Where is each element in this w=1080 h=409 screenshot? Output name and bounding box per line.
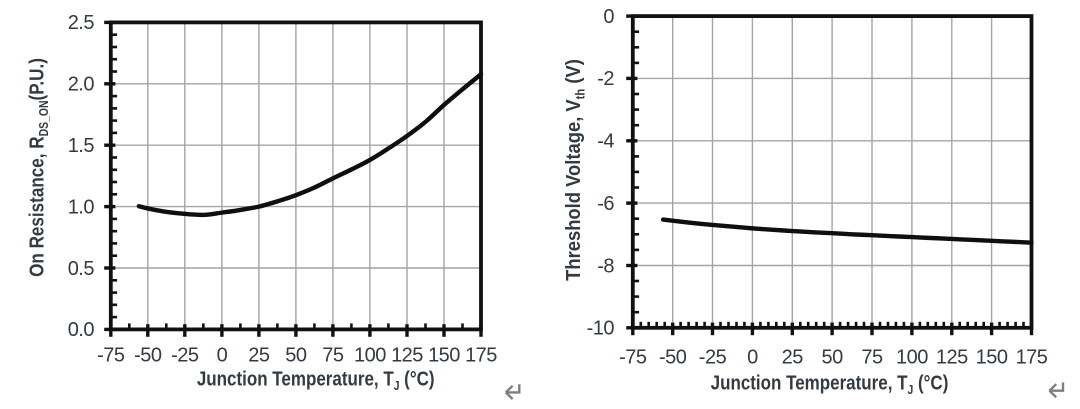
svg-text:Junction Temperature, TJ (°C): Junction Temperature, TJ (°C) — [711, 371, 949, 397]
svg-text:150: 150 — [428, 345, 460, 367]
svg-text:75: 75 — [861, 346, 883, 368]
svg-text:175: 175 — [1016, 346, 1048, 368]
svg-text:25: 25 — [782, 346, 804, 368]
svg-text:-6: -6 — [597, 193, 614, 215]
svg-text:-75: -75 — [619, 346, 647, 368]
svg-text:50: 50 — [821, 346, 843, 368]
svg-text:0.0: 0.0 — [68, 319, 95, 341]
svg-text:Junction Temperature, TJ (°C): Junction Temperature, TJ (°C) — [197, 367, 435, 393]
svg-text:100: 100 — [896, 346, 928, 368]
svg-text:0: 0 — [603, 6, 614, 28]
svg-text:75: 75 — [322, 345, 344, 367]
svg-text:-50: -50 — [134, 345, 162, 367]
svg-text:-25: -25 — [699, 346, 727, 368]
svg-text:1.0: 1.0 — [68, 196, 95, 218]
svg-text:125: 125 — [391, 345, 423, 367]
svg-text:125: 125 — [936, 346, 968, 368]
svg-text:175: 175 — [465, 345, 497, 367]
svg-text:150: 150 — [976, 346, 1008, 368]
svg-text:-8: -8 — [597, 255, 614, 277]
svg-text:-50: -50 — [659, 346, 687, 368]
svg-text:1.5: 1.5 — [68, 135, 95, 157]
svg-text:2.0: 2.0 — [68, 74, 95, 96]
svg-text:-25: -25 — [171, 345, 199, 367]
svg-text:25: 25 — [248, 345, 270, 367]
svg-text:50: 50 — [285, 345, 307, 367]
svg-text:100: 100 — [354, 345, 386, 367]
svg-text:0: 0 — [217, 345, 228, 367]
svg-text:2.5: 2.5 — [68, 12, 95, 34]
svg-text:0.5: 0.5 — [68, 258, 95, 280]
svg-text:0: 0 — [747, 346, 758, 368]
svg-text:-4: -4 — [597, 131, 614, 153]
svg-text:-75: -75 — [97, 345, 125, 367]
svg-text:On Resistance, RDS_ON(P.U.): On Resistance, RDS_ON(P.U.) — [25, 58, 51, 277]
svg-text:-10: -10 — [587, 318, 615, 340]
svg-text:-2: -2 — [597, 68, 614, 90]
